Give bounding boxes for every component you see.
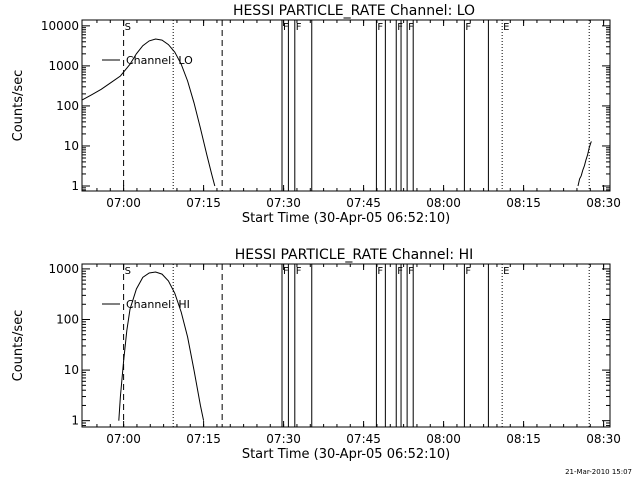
x-tick-label: 07:30 <box>266 196 301 210</box>
panel-lo: HESSI PARTICLE_RATE Channel: LOS F F F F F F E0… <box>11 3 621 226</box>
marker-label-15: E <box>503 266 509 277</box>
x-tick-label: 07:00 <box>106 432 141 446</box>
plot-frame <box>81 263 611 428</box>
marker-label-11: F <box>408 266 414 277</box>
y-tick-label: 1 <box>71 179 79 193</box>
marker-label-13: F <box>465 22 471 33</box>
chart-title: HESSI PARTICLE_RATE Channel: LO <box>233 3 475 19</box>
chart-title: HESSI PARTICLE_RATE Channel: HI <box>235 247 473 263</box>
x-tick-label: 07:00 <box>106 196 141 210</box>
y-tick-label: 10000 <box>41 19 79 33</box>
marker-label-5: F <box>296 266 302 277</box>
y-axis-label: Counts/sec <box>11 310 26 382</box>
panel-hi: HESSI PARTICLE_RATE Channel: HIS F F F F F F E0… <box>11 247 621 462</box>
x-tick-label: 08:30 <box>586 432 621 446</box>
marker-label-9: F <box>397 22 403 33</box>
legend-label: Channel: HI <box>126 298 190 311</box>
marker-label-0: S <box>125 22 131 33</box>
y-tick-label: 100 <box>56 312 79 326</box>
x-tick-label: 07:45 <box>346 432 381 446</box>
series-line-0-seg-0 <box>82 38 216 187</box>
marker-label-5: F <box>296 22 302 33</box>
marker-label-7: F <box>377 266 383 277</box>
x-tick-label: 07:45 <box>346 196 381 210</box>
x-tick-label: 07:15 <box>186 196 221 210</box>
marker-label-15: E <box>503 22 509 33</box>
y-tick-label: 100 <box>56 99 79 113</box>
y-axis-label: Counts/sec <box>11 70 26 142</box>
timestamp-label: 21-Mar-2010 15:07 <box>565 468 632 476</box>
series-line-0-seg-0 <box>118 271 205 421</box>
x-axis-label: Start Time (30-Apr-05 06:52:10) <box>242 211 450 226</box>
x-tick-label: 08:15 <box>506 196 541 210</box>
marker-label-3: F <box>283 266 289 277</box>
x-axis-label: Start Time (30-Apr-05 06:52:10) <box>242 447 450 462</box>
x-tick-label: 08:00 <box>426 432 461 446</box>
x-tick-label: 08:30 <box>586 196 621 210</box>
y-tick-label: 10 <box>64 139 79 153</box>
plot-frame <box>81 19 611 192</box>
series-line-0-seg-1 <box>577 141 592 187</box>
marker-label-3: F <box>283 22 289 33</box>
marker-label-0: S <box>125 266 131 277</box>
x-tick-label: 08:15 <box>506 432 541 446</box>
y-tick-label: 1000 <box>48 262 79 276</box>
marker-label-11: F <box>408 22 414 33</box>
y-tick-label: 1 <box>71 414 79 428</box>
marker-label-13: F <box>465 266 471 277</box>
x-tick-label: 08:00 <box>426 196 461 210</box>
x-tick-label: 07:15 <box>186 432 221 446</box>
marker-label-7: F <box>377 22 383 33</box>
y-tick-label: 10 <box>64 363 79 377</box>
y-tick-label: 1000 <box>48 59 79 73</box>
marker-label-9: F <box>397 266 403 277</box>
x-tick-label: 07:30 <box>266 432 301 446</box>
legend-label: Channel: LO <box>126 54 193 67</box>
